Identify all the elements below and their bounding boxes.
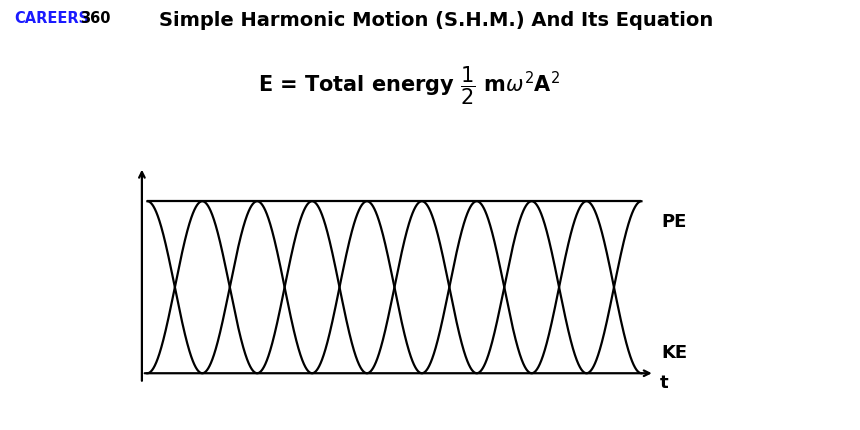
- Text: Simple Harmonic Motion (S.H.M.) And Its Equation: Simple Harmonic Motion (S.H.M.) And Its …: [159, 11, 713, 30]
- Text: PE: PE: [661, 213, 686, 231]
- Text: t: t: [660, 374, 669, 392]
- Text: KE: KE: [661, 344, 687, 362]
- Text: CAREERS: CAREERS: [14, 11, 89, 26]
- Text: 360: 360: [80, 11, 110, 26]
- Text: E = Total energy $\dfrac{1}{2}$ m$\omega^2$A$^2$: E = Total energy $\dfrac{1}{2}$ m$\omega…: [258, 65, 560, 107]
